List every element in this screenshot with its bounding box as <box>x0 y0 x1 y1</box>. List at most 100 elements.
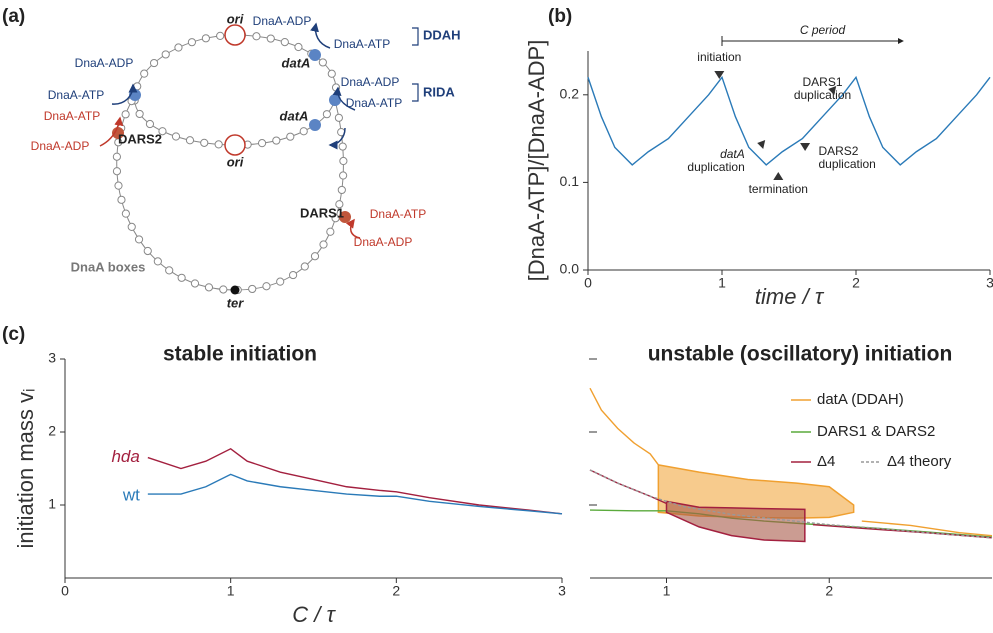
x-tick-label: 1 <box>718 275 726 291</box>
annotation-marker <box>757 140 766 149</box>
dnaa-box <box>289 270 298 280</box>
diagram-label: DnaA-ATP <box>44 109 100 123</box>
annotation-marker <box>800 143 811 151</box>
dnaa-box <box>300 262 309 271</box>
diagram-label: RIDA <box>423 84 455 99</box>
band <box>665 500 806 543</box>
dnaa-box <box>177 273 186 282</box>
dnaa-box <box>262 282 271 291</box>
annotation-marker <box>773 172 784 180</box>
series-label: hda <box>111 447 139 466</box>
diagram-label: DnaA-ADP <box>253 14 312 28</box>
data-site <box>309 119 321 131</box>
dnaa-box <box>140 69 149 78</box>
annotation: DARS2 <box>818 144 858 158</box>
diagram-label: DnaA-ADP <box>354 235 413 249</box>
diagram-label: ori <box>227 154 244 169</box>
dnaa-box <box>280 37 289 47</box>
dnaa-box <box>252 32 261 41</box>
annotation: duplication <box>687 160 744 174</box>
dnaa-box <box>200 138 209 147</box>
diagram-label: DnaA-ATP <box>370 207 426 221</box>
panel-label: (a) <box>2 6 25 27</box>
diagram-label: ter <box>227 295 245 310</box>
dnaa-box <box>145 119 155 129</box>
dnaa-box <box>165 266 174 275</box>
dnaa-box <box>299 127 308 136</box>
dnaa-box <box>334 113 343 122</box>
annotation-marker <box>714 71 725 79</box>
legend-label: Δ4 <box>817 453 835 470</box>
y-tick-label: 2 <box>48 423 56 439</box>
x-tick-label: 0 <box>584 275 592 291</box>
bracket <box>412 27 419 46</box>
dnaa-box <box>272 136 281 145</box>
x-tick-label: 3 <box>558 583 566 599</box>
origin <box>224 134 246 156</box>
y-tick-label: 3 <box>48 350 56 366</box>
dnaa-box <box>121 110 130 119</box>
dnaa-box <box>174 43 183 52</box>
diagram-label: DnaA-ADP <box>341 75 400 89</box>
legend-label: Δ4 theory <box>887 453 952 470</box>
diagram-label: DnaA-ADP <box>75 56 134 70</box>
chart-title: stable initiation <box>163 343 317 366</box>
x-tick-label: 1 <box>663 583 671 599</box>
y-tick-label: 0.2 <box>560 86 580 102</box>
chart-title: unstable (oscillatory) initiation <box>648 343 953 366</box>
dnaa-box <box>135 109 144 119</box>
x-axis-label: time / τ <box>755 284 825 309</box>
y-tick-label: 0.0 <box>560 261 580 277</box>
x-tick-label: 2 <box>852 275 860 291</box>
diagram-label: DnaA-ATP <box>334 37 390 51</box>
dnaa-box <box>127 222 136 231</box>
dnaa-box <box>286 132 295 141</box>
line <box>587 75 991 166</box>
dnaa-box <box>171 132 181 141</box>
dnaa-box <box>276 277 285 286</box>
dars-site <box>112 127 124 139</box>
dnaa-box <box>134 235 144 244</box>
origin <box>224 24 246 46</box>
dnaa-box <box>185 136 195 145</box>
dnaa-box <box>149 58 159 68</box>
annotation: duplication <box>818 157 875 171</box>
diagram-label: DnaA-ADP <box>31 139 90 153</box>
annotation-marker <box>828 86 837 95</box>
dnaa-box <box>112 167 122 176</box>
diagram-label: DnaA boxes <box>71 259 146 274</box>
x-tick-label: 1 <box>227 583 235 599</box>
line <box>147 447 563 515</box>
arrow <box>111 83 138 105</box>
dnaa-box <box>121 209 130 218</box>
dnaa-box <box>143 246 152 256</box>
series-label: wt <box>122 486 140 505</box>
annotation: duplication <box>794 88 851 102</box>
dnaa-box <box>327 69 336 78</box>
diagram-label: DARS1 <box>300 205 344 220</box>
dnaa-box <box>216 31 225 40</box>
x-tick-label: 3 <box>986 275 993 291</box>
y-axis-label: [DnaA-ATP]/[DnaA-ADP] <box>524 40 549 282</box>
dnaa-box <box>339 171 348 180</box>
annotation: DARS1 <box>802 75 842 89</box>
dnaa-box <box>133 82 142 91</box>
dnaa-box <box>257 139 267 148</box>
arrow <box>345 218 361 239</box>
bracket <box>412 83 419 102</box>
diagram-label: DARS2 <box>118 131 162 146</box>
arrow <box>99 116 124 147</box>
y-tick-label: 1 <box>48 496 56 512</box>
arrow <box>310 22 331 49</box>
dnaa-box <box>294 42 303 52</box>
diagram-label: DnaA-ATP <box>346 96 402 110</box>
x-tick-label: 2 <box>825 583 833 599</box>
dnaa-box <box>310 252 320 261</box>
legend-label: datA (DDAH) <box>817 391 904 408</box>
dnaa-box <box>337 185 346 195</box>
diagram-label: datA <box>282 55 311 70</box>
dnaa-box <box>114 181 123 190</box>
dnaa-box <box>248 284 257 294</box>
x-tick-label: 2 <box>392 583 400 599</box>
